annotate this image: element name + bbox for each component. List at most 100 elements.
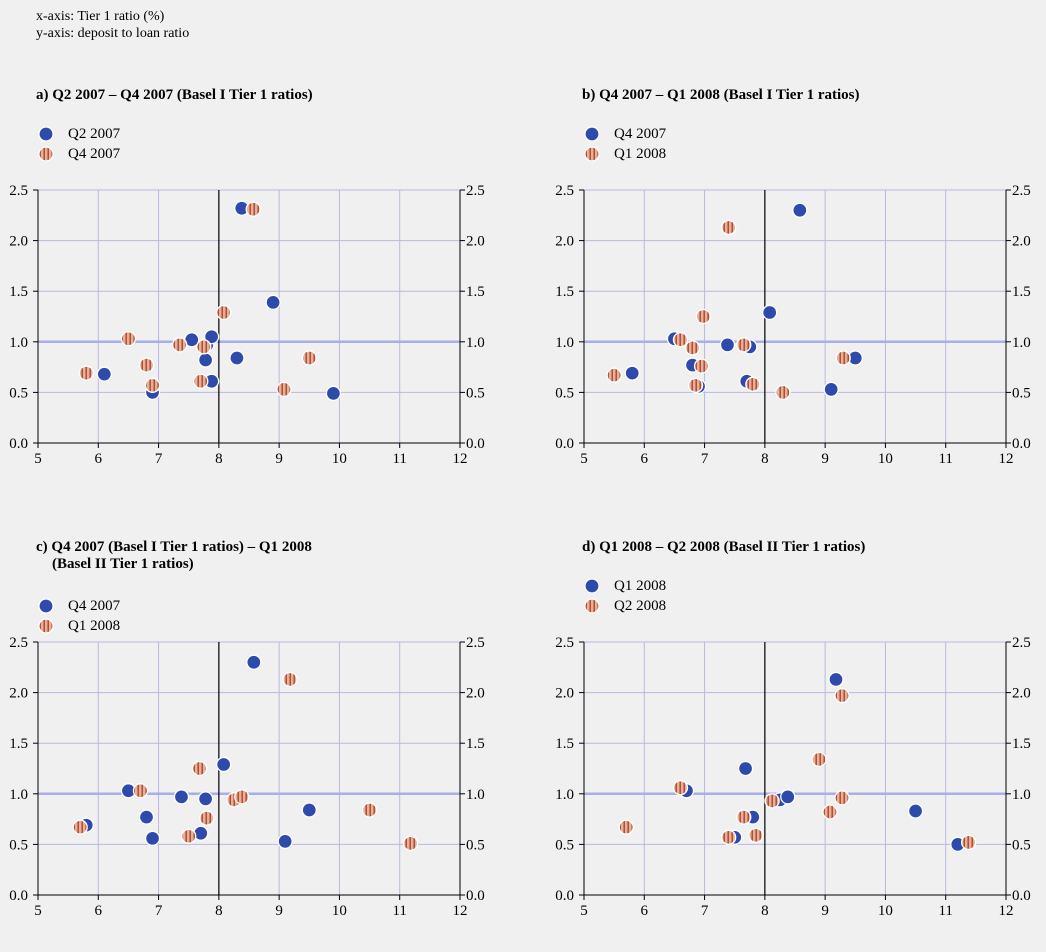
x-tick-label: 7 [701, 903, 709, 919]
y-tick-label-right: 1.0 [1012, 335, 1031, 351]
data-point-series-1 [203, 329, 220, 345]
data-point-series-2 [745, 376, 761, 392]
y-tick-label-right: 0.0 [466, 436, 485, 452]
y-tick-label-left: 1.5 [9, 284, 28, 300]
legend-label: Q4 2007 [614, 125, 667, 142]
y-tick-label-right: 2.0 [1012, 686, 1031, 702]
x-tick-label: 10 [878, 451, 893, 467]
x-tick-label: 12 [999, 903, 1014, 919]
x-tick-label: 6 [95, 451, 103, 467]
y-axis-note: y-axis: deposit to loan ratio [36, 26, 190, 41]
y-tick-label-left: 2.5 [555, 635, 574, 651]
legend-label: Q1 2008 [614, 577, 667, 594]
data-point-series-2 [216, 304, 232, 321]
x-tick-label: 11 [938, 451, 952, 467]
data-point-series-1 [792, 202, 808, 218]
x-tick-label: 5 [34, 451, 42, 467]
x-tick-label: 5 [580, 903, 588, 919]
legend-item-2: Q1 2008 [38, 616, 120, 636]
y-tick-label-right: 0.5 [466, 385, 485, 401]
y-tick-label-left: 1.5 [555, 284, 574, 300]
data-point-series-2 [144, 377, 161, 393]
data-point-series-2 [138, 357, 155, 373]
scatter-plot: 5 6 7 8 9 10 11 120.0 0.00.5 0.51.0 1.01.5 1.52.0 2.… [555, 635, 1031, 919]
x-tick-label: 9 [821, 451, 829, 467]
data-point-series-2 [191, 760, 208, 777]
data-point-series-1 [144, 830, 161, 846]
y-tick-label-left: 0.0 [9, 436, 28, 452]
data-point-series-2 [775, 384, 791, 401]
data-point-series-1 [265, 294, 281, 310]
data-point-series-2 [618, 819, 634, 835]
chart-panel-b: b) Q4 2007 – Q1 2008 (Basel I Tier 1 rat… [546, 70, 1046, 500]
x-tick-label: 10 [332, 451, 347, 467]
data-point-series-1 [325, 385, 342, 402]
y-tick-label-left: 2.0 [555, 234, 574, 250]
legend: Q2 2007 Q4 2007 [38, 124, 120, 164]
legend-item-1: Q4 2007 [38, 596, 120, 616]
y-tick-label-right: 0.0 [466, 888, 485, 904]
legend-item-1: Q1 2008 [584, 576, 666, 596]
data-point-series-2 [672, 332, 689, 348]
legend-label: Q1 2008 [68, 617, 121, 634]
data-point-series-2 [672, 780, 689, 796]
x-tick-label: 6 [641, 451, 649, 467]
y-tick-label-right: 2.5 [466, 183, 485, 199]
data-point-series-2 [72, 819, 88, 835]
x-tick-label: 8 [761, 903, 769, 919]
chart-panel-a: a) Q2 2007 – Q4 2007 (Basel I Tier 1 rat… [0, 70, 500, 500]
y-tick-label-right: 0.0 [1012, 436, 1031, 452]
x-tick-label: 10 [332, 903, 347, 919]
legend-item-1: Q2 2007 [38, 124, 120, 144]
data-point-series-2 [835, 350, 851, 366]
data-point-series-1 [96, 366, 112, 382]
data-point-series-2 [764, 793, 780, 809]
data-point-series-1 [277, 833, 293, 850]
legend-item-2: Q1 2008 [584, 144, 666, 164]
data-point-series-1 [301, 802, 317, 818]
data-point-series-2 [748, 827, 764, 843]
y-tick-label-right: 2.0 [1012, 234, 1031, 250]
data-point-series-2 [193, 373, 209, 389]
data-point-series-1 [216, 756, 232, 773]
y-tick-label-left: 0.0 [9, 888, 28, 904]
y-tick-label-left: 0.5 [9, 837, 28, 853]
y-tick-label-right: 2.5 [1012, 635, 1031, 651]
y-tick-label-right: 1.5 [466, 736, 485, 752]
y-tick-label-left: 0.5 [555, 385, 574, 401]
data-point-series-2 [693, 358, 710, 374]
y-tick-label-right: 2.0 [466, 234, 485, 250]
legend-marker-series-1 [584, 578, 600, 594]
data-point-series-2 [196, 339, 212, 355]
y-tick-label-left: 2.5 [9, 183, 28, 199]
legend-label: Q4 2007 [68, 597, 121, 614]
x-tick-label: 5 [580, 451, 588, 467]
y-tick-label-left: 2.0 [9, 686, 28, 702]
data-point-series-2 [132, 783, 149, 799]
data-point-series-2 [834, 790, 850, 806]
legend-marker-series-2 [38, 146, 54, 162]
legend-marker-series-1 [38, 126, 54, 142]
data-point-series-2 [834, 687, 850, 704]
data-point-series-1 [229, 350, 245, 366]
scatter-plot: 5 6 7 8 9 10 11 120.0 0.00.5 0.51.0 1.01.5 1.52.0 2.… [9, 635, 485, 919]
legend-item-1: Q4 2007 [584, 124, 666, 144]
data-point-series-2 [736, 337, 752, 353]
x-tick-label: 9 [275, 451, 283, 467]
y-tick-label-right: 1.0 [1012, 787, 1031, 803]
y-tick-label-right: 1.5 [1012, 284, 1031, 300]
y-tick-label-right: 2.0 [466, 686, 485, 702]
x-tick-label: 7 [155, 451, 163, 467]
legend-item-2: Q4 2007 [38, 144, 120, 164]
legend-label: Q2 2007 [68, 125, 121, 142]
y-tick-label-left: 1.0 [9, 335, 28, 351]
x-tick-label: 8 [761, 451, 769, 467]
chart-panel-c: c) Q4 2007 (Basel I Tier 1 ratios) – Q1 … [0, 522, 500, 952]
x-tick-label: 10 [878, 903, 893, 919]
data-point-series-2 [687, 377, 704, 393]
legend-label: Q1 2008 [614, 145, 667, 162]
data-point-series-1 [624, 365, 640, 381]
legend-label: Q4 2007 [68, 145, 121, 162]
data-point-series-2 [301, 350, 317, 366]
y-tick-label-right: 0.5 [466, 837, 485, 853]
